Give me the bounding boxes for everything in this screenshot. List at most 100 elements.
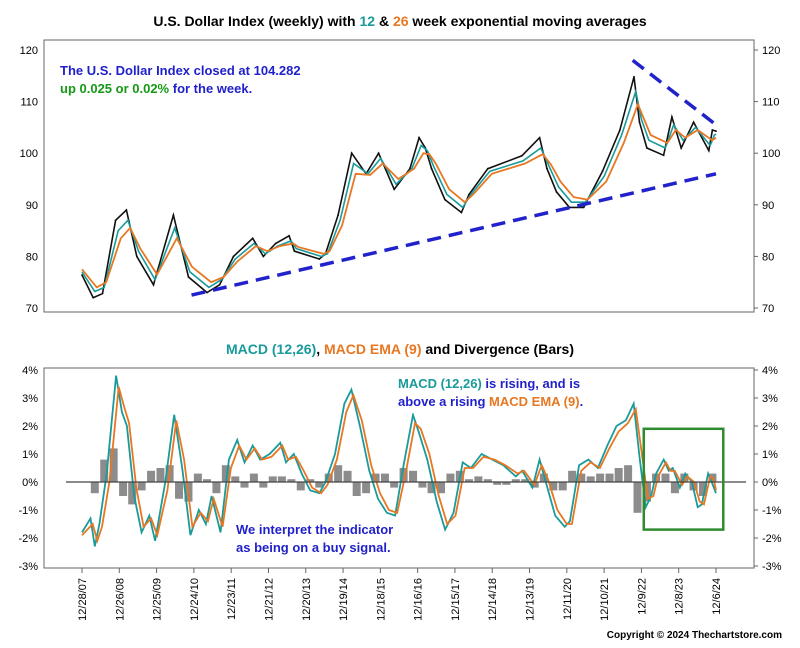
price-y-tick-left: 70 <box>26 303 38 315</box>
price-series-line <box>81 76 717 299</box>
price-point <box>251 237 254 240</box>
divergence-bar <box>137 482 146 491</box>
price-point <box>172 214 175 217</box>
macd-annotation-line-2: above a rising MACD EMA (9). <box>398 394 583 409</box>
copyright-text: Copyright © 2024 Thechartstore.com <box>607 630 782 641</box>
macd-highlight-box <box>642 427 725 531</box>
price-point <box>101 292 104 295</box>
macd-y-tick-left: -3% <box>18 561 38 573</box>
divergence-bar <box>670 482 679 494</box>
divergence-bar <box>409 470 418 482</box>
macd-y-axis-right: -3% -2% -1% 0% 1% 2% 3% 4% <box>754 365 782 573</box>
divergence-bar <box>493 482 502 485</box>
macd-annotation-line-1: MACD (12,26) is rising, and is <box>398 376 580 391</box>
price-point <box>377 152 380 155</box>
divergence-bar <box>596 473 605 482</box>
divergence-bar <box>437 482 446 494</box>
divergence-bar <box>315 482 324 488</box>
price-point <box>418 136 420 139</box>
macd-y-tick-right: 4% <box>762 365 778 377</box>
price-series-group <box>81 58 718 299</box>
price-y-tick-right: 110 <box>762 97 780 109</box>
divergence-bar <box>259 482 268 488</box>
macd-annotation-backdrop-2 <box>230 519 420 559</box>
price-point <box>232 255 235 258</box>
price-y-tick-right: 120 <box>762 45 780 57</box>
macd-y-tick-right: 2% <box>762 421 778 433</box>
x-tick-label: 12/11/20 <box>562 578 574 620</box>
price-y-axis-right: 70 80 90 100 110 120 <box>754 45 780 315</box>
price-point <box>92 296 95 299</box>
divergence-bar <box>577 473 586 482</box>
divergence-bar <box>352 482 361 496</box>
price-point <box>444 198 446 201</box>
price-point <box>430 167 433 170</box>
macd-annotation-1-part-1: MACD EMA (9) <box>489 394 580 409</box>
divergence-bar <box>418 482 427 488</box>
x-tick-label: 12/28/07 <box>77 578 89 621</box>
x-tick-label: 12/25/09 <box>152 578 164 621</box>
divergence-bar <box>268 476 277 482</box>
macd-annotation-backdrop-1 <box>392 373 608 413</box>
divergence-bar <box>306 479 315 482</box>
price-point <box>293 250 296 253</box>
x-tick-label: 12/20/13 <box>301 578 313 621</box>
macd-y-tick-right: -3% <box>762 561 782 573</box>
price-point <box>707 149 710 152</box>
price-point <box>318 258 321 260</box>
price-point <box>350 152 353 155</box>
price-point <box>274 242 277 245</box>
macd-y-tick-left: 1% <box>22 449 38 461</box>
x-tick-label: 12/13/19 <box>525 578 537 621</box>
price-y-tick-right: 90 <box>762 200 774 212</box>
divergence-bar <box>633 482 642 513</box>
macd-y-axis-left: -3% -2% -1% 0% 1% 2% 3% 4% <box>18 365 38 573</box>
x-tick-label: 12/19/14 <box>338 578 350 621</box>
price-point <box>546 167 548 170</box>
price-point <box>125 209 128 211</box>
price-point <box>468 193 470 196</box>
x-tick-label: 12/9/22 <box>636 578 648 615</box>
divergence-bar <box>464 479 473 482</box>
price-point <box>114 219 117 222</box>
divergence-bar <box>549 482 558 491</box>
divergence-bar <box>614 468 623 482</box>
macd-panel-frame <box>43 367 755 569</box>
price-annotation-line-1: The U.S. Dollar Index closed at 104.282 <box>60 63 301 78</box>
macd-title-part-0: MACD (12,26) <box>226 341 316 357</box>
divergence-bar <box>156 468 165 482</box>
price-point <box>460 211 463 214</box>
price-point <box>715 130 717 133</box>
divergence-bar <box>202 479 211 482</box>
macd-annotation-line-3: We interpret the indicator <box>236 522 393 537</box>
x-tick-label: 12/6/24 <box>711 578 723 615</box>
price-point <box>486 167 489 170</box>
price-annotation-1-part-0: up 0.025 or 0.02% <box>60 81 170 96</box>
macd-y-tick-left: -2% <box>18 533 38 545</box>
price-point <box>633 75 635 78</box>
price-point <box>135 255 138 258</box>
divergence-bar <box>474 476 483 482</box>
divergence-bar <box>427 482 436 494</box>
divergence-bar <box>661 473 670 482</box>
x-tick-label: 12/15/17 <box>450 578 462 621</box>
divergence-bar <box>175 482 184 499</box>
macd-annotation-1-part-0: above a rising <box>398 394 489 409</box>
price-y-tick-left: 110 <box>20 97 38 109</box>
price-point <box>582 206 585 209</box>
price-y-tick-left: 90 <box>26 200 38 212</box>
divergence-bar <box>324 473 333 482</box>
price-y-tick-right: 80 <box>762 251 774 263</box>
price-chart-title: U.S. Dollar Index (weekly) with 12 & 26 … <box>153 13 647 29</box>
divergence-bar <box>296 482 305 491</box>
macd-y-tick-left: 3% <box>22 393 38 405</box>
divergence-bar <box>446 473 455 482</box>
macd-y-tick-left: 0% <box>22 477 38 489</box>
x-tick-label: 12/18/15 <box>375 578 387 621</box>
divergence-bar <box>502 482 511 485</box>
price-point <box>646 147 648 149</box>
divergence-bar <box>483 479 492 482</box>
divergence-bar <box>568 470 577 482</box>
